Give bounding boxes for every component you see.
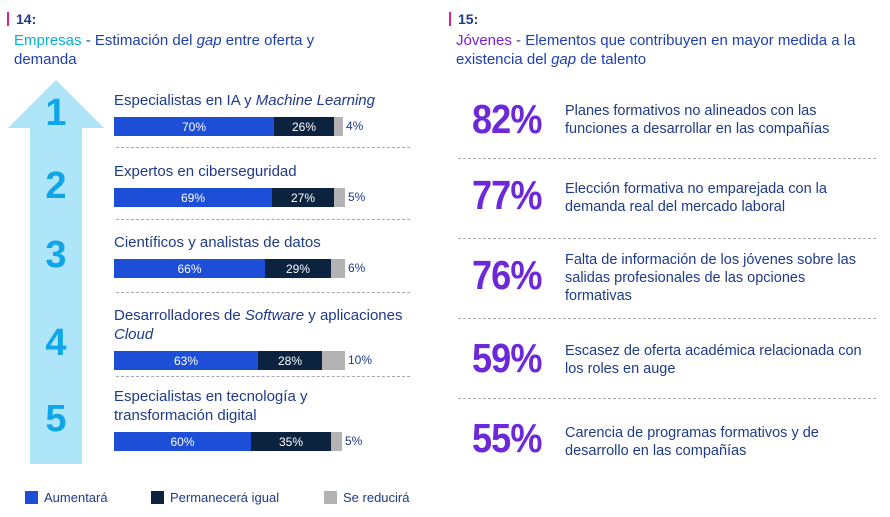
reason-text: Falta de información de los jóvenes sobr… bbox=[565, 252, 856, 304]
row-separator bbox=[458, 398, 876, 399]
bar-value-label-reducira: 5% bbox=[348, 190, 366, 204]
right-figure-title: Jóvenes - Elementos que contribuyen en m… bbox=[456, 31, 876, 69]
row-separator bbox=[458, 318, 876, 319]
stacked-bar: 70% 26% bbox=[114, 117, 343, 136]
stacked-bar: 66% 29% bbox=[114, 259, 345, 278]
rank-number: 1 bbox=[45, 92, 67, 134]
bar-segment-permanecera: 28% bbox=[258, 351, 322, 370]
row-separator bbox=[116, 292, 410, 293]
row-separator bbox=[116, 219, 410, 220]
bar-segment-reducira bbox=[334, 117, 343, 136]
right-title-italic: gap bbox=[551, 51, 577, 68]
rank-number: 2 bbox=[45, 165, 67, 207]
rank-number: 4 bbox=[45, 322, 67, 364]
legend-item: Permanecerá igual bbox=[151, 490, 279, 505]
reason-text: Planes formativos no alineados con las f… bbox=[565, 103, 830, 137]
row-separator bbox=[458, 158, 876, 159]
bar-segment-aumentara: 66% bbox=[114, 259, 265, 278]
bar-value-label-reducira: 10% bbox=[348, 353, 373, 367]
left-title-b: entre oferta y demanda bbox=[14, 32, 315, 68]
left-title-lead: Empresas bbox=[14, 32, 82, 49]
legend-label: Se reducirá bbox=[343, 490, 410, 505]
bar-segment-permanecera: 35% bbox=[251, 432, 331, 451]
category-label: Especialistas en IA y Machine Learning bbox=[114, 92, 375, 109]
row-separator bbox=[116, 147, 410, 148]
bar-segment-permanecera: 26% bbox=[274, 117, 334, 136]
right-title-sep: - bbox=[511, 32, 526, 49]
bar-segment-reducira bbox=[322, 351, 345, 370]
legend-item: Aumentará bbox=[25, 490, 108, 505]
reason-text: Escasez de oferta académica relacionada … bbox=[565, 343, 862, 377]
up-arrow-graphic bbox=[8, 80, 104, 464]
stacked-bar: 69% 27% bbox=[114, 188, 345, 207]
legend-swatch bbox=[25, 491, 38, 504]
bar-segment-permanecera: 29% bbox=[265, 259, 331, 278]
bar-segment-reducira bbox=[334, 188, 345, 207]
percentage-value: 59% bbox=[472, 335, 542, 381]
rank-number: 3 bbox=[45, 234, 67, 276]
percentage-value: 76% bbox=[472, 252, 542, 298]
row-separator bbox=[458, 238, 876, 239]
category-label: Expertos en ciberseguridad bbox=[114, 163, 297, 180]
left-title-a: Estimación del bbox=[94, 32, 197, 49]
category-label: Científicos y analistas de datos bbox=[114, 234, 321, 251]
bar-segment-reducira bbox=[331, 259, 345, 278]
stacked-bar: 63% 28% bbox=[114, 351, 345, 370]
bar-value-label-reducira: 6% bbox=[348, 261, 366, 275]
bar-segment-aumentara: 70% bbox=[114, 117, 274, 136]
rank-number: 5 bbox=[45, 398, 67, 440]
reason-text: Carencia de programas formativos y de de… bbox=[565, 425, 819, 459]
left-title-italic: gap bbox=[196, 32, 222, 49]
legend-swatch bbox=[151, 491, 164, 504]
category-label: Especialistas en tecnología y transforma… bbox=[114, 388, 308, 424]
bar-segment-permanecera: 27% bbox=[272, 188, 334, 207]
percentage-value: 77% bbox=[472, 172, 542, 218]
row-separator bbox=[116, 376, 410, 377]
percentage-value: 55% bbox=[472, 415, 542, 461]
legend-label: Aumentará bbox=[44, 490, 108, 505]
left-figure-number: 14: bbox=[7, 12, 36, 26]
legend-label: Permanecerá igual bbox=[170, 490, 280, 505]
bar-segment-aumentara: 69% bbox=[114, 188, 272, 207]
bar-segment-aumentara: 63% bbox=[114, 351, 258, 370]
left-title-sep: - bbox=[81, 32, 95, 49]
right-figure-number: 15: bbox=[449, 12, 478, 26]
reason-text: Elección formativa no emparejada con la … bbox=[565, 181, 827, 215]
legend-swatch bbox=[324, 491, 337, 504]
bar-value-label-reducira: 4% bbox=[346, 119, 364, 133]
left-figure-title: Empresas - Estimación del gap entre ofer… bbox=[14, 31, 344, 69]
legend-item: Se reducirá bbox=[324, 490, 409, 505]
up-arrow-shape bbox=[8, 80, 104, 464]
category-label: Desarrolladores de Software y aplicacion… bbox=[114, 307, 403, 343]
percentage-value: 82% bbox=[472, 96, 542, 142]
bar-value-label-reducira: 5% bbox=[345, 434, 363, 448]
right-title-lead: Jóvenes bbox=[456, 32, 512, 49]
bar-segment-aumentara: 60% bbox=[114, 432, 251, 451]
right-title-a: Elementos que contribuyen en mayor medid… bbox=[456, 32, 856, 68]
bar-segment-reducira bbox=[331, 432, 342, 451]
stacked-bar: 60% 35% bbox=[114, 432, 342, 451]
right-title-b: de talento bbox=[576, 51, 647, 68]
